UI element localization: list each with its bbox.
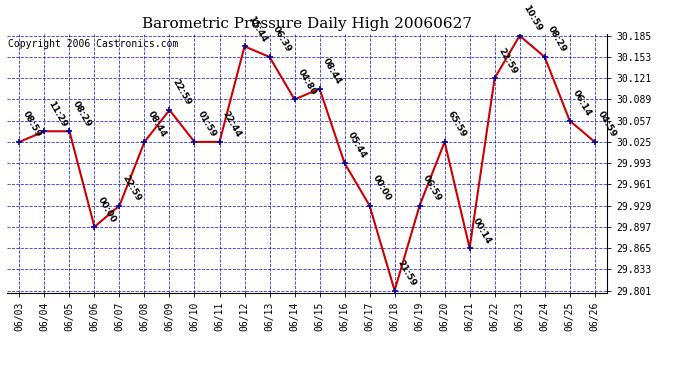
Text: 11:29: 11:29 [46,99,68,129]
Text: 08:29: 08:29 [71,99,93,129]
Text: 06:14: 06:14 [571,88,593,118]
Text: 22:44: 22:44 [221,110,243,139]
Text: 21:59: 21:59 [396,258,418,288]
Text: 08:44: 08:44 [321,57,343,86]
Text: 22:59: 22:59 [121,173,143,203]
Text: 08:44: 08:44 [146,110,168,139]
Text: 05:44: 05:44 [346,131,368,160]
Text: 00:14: 00:14 [471,216,493,245]
Text: 08:29: 08:29 [546,25,568,54]
Text: 65:59: 65:59 [446,110,469,139]
Text: 08:59: 08:59 [21,110,43,139]
Text: 22:59: 22:59 [496,46,518,75]
Title: Barometric Pressure Daily High 20060627: Barometric Pressure Daily High 20060627 [142,17,472,31]
Text: 04:59: 04:59 [596,110,618,139]
Text: 01:59: 01:59 [196,110,218,139]
Text: 06:59: 06:59 [421,174,443,203]
Text: 00:00: 00:00 [371,174,393,203]
Text: Copyright 2006 Castronics.com: Copyright 2006 Castronics.com [8,39,179,49]
Text: 04:80: 04:80 [296,68,318,97]
Text: 22:59: 22:59 [171,78,193,107]
Text: 00:00: 00:00 [96,195,118,224]
Text: 10:59: 10:59 [521,4,543,33]
Text: 15:44: 15:44 [246,14,268,44]
Text: 06:39: 06:39 [271,25,293,54]
